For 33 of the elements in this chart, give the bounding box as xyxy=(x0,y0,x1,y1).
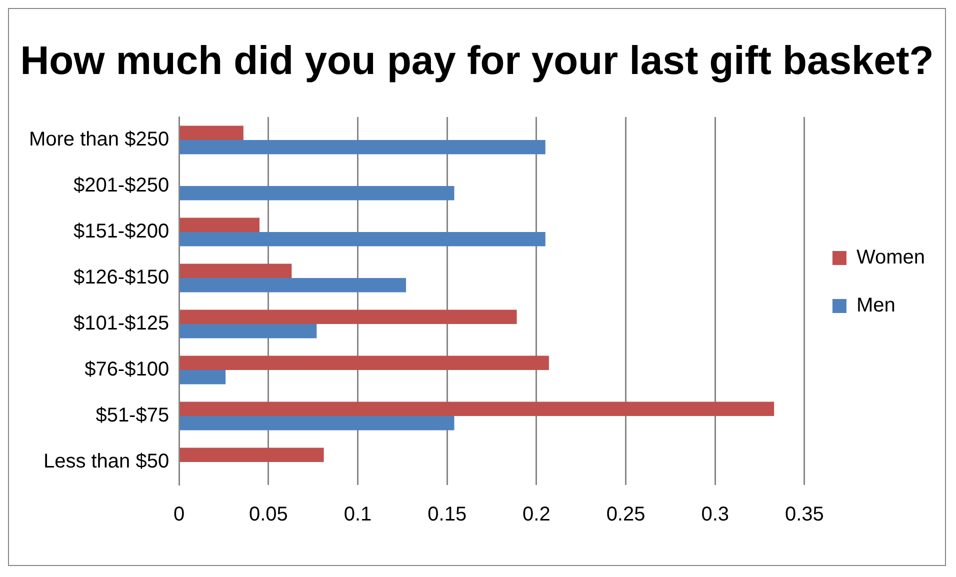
x-tick-label: 0.35 xyxy=(784,504,824,526)
bar xyxy=(180,310,517,324)
bar xyxy=(180,186,454,200)
legend-label: Women xyxy=(856,246,925,269)
y-tick-label: More than $250 xyxy=(28,128,170,151)
bar xyxy=(180,402,774,416)
y-tick-label: Less than $50 xyxy=(43,450,170,473)
bar xyxy=(180,264,292,278)
x-tick-label: 0.25 xyxy=(606,504,646,526)
bar xyxy=(180,448,324,462)
bar xyxy=(180,324,317,338)
y-tick-label: $101-$125 xyxy=(73,312,170,335)
y-tick-label: $151-$200 xyxy=(73,220,170,243)
bar xyxy=(180,218,260,232)
chart-title: How much did you pay for your last gift basket? xyxy=(20,39,934,84)
legend-label: Men xyxy=(856,294,896,317)
bar xyxy=(180,126,244,140)
x-tick-label: 0.15 xyxy=(428,504,467,526)
bar xyxy=(180,232,546,246)
x-tick-label: 0.1 xyxy=(344,504,372,526)
x-tick-label: 0.3 xyxy=(701,504,730,526)
x-tick-label: 0 xyxy=(174,504,185,526)
x-tick-label: 0.2 xyxy=(522,504,550,526)
bar xyxy=(180,278,406,292)
y-tick-label: $201-$250 xyxy=(73,174,170,197)
bar xyxy=(180,416,454,430)
bar xyxy=(180,140,546,154)
y-tick-label: $51-$75 xyxy=(96,404,170,427)
x-tick-label: 0.05 xyxy=(248,504,288,526)
y-tick-label: $76-$100 xyxy=(84,358,170,381)
y-tick-label: $126-$150 xyxy=(73,266,170,289)
bar xyxy=(180,370,226,384)
bar xyxy=(180,356,549,370)
